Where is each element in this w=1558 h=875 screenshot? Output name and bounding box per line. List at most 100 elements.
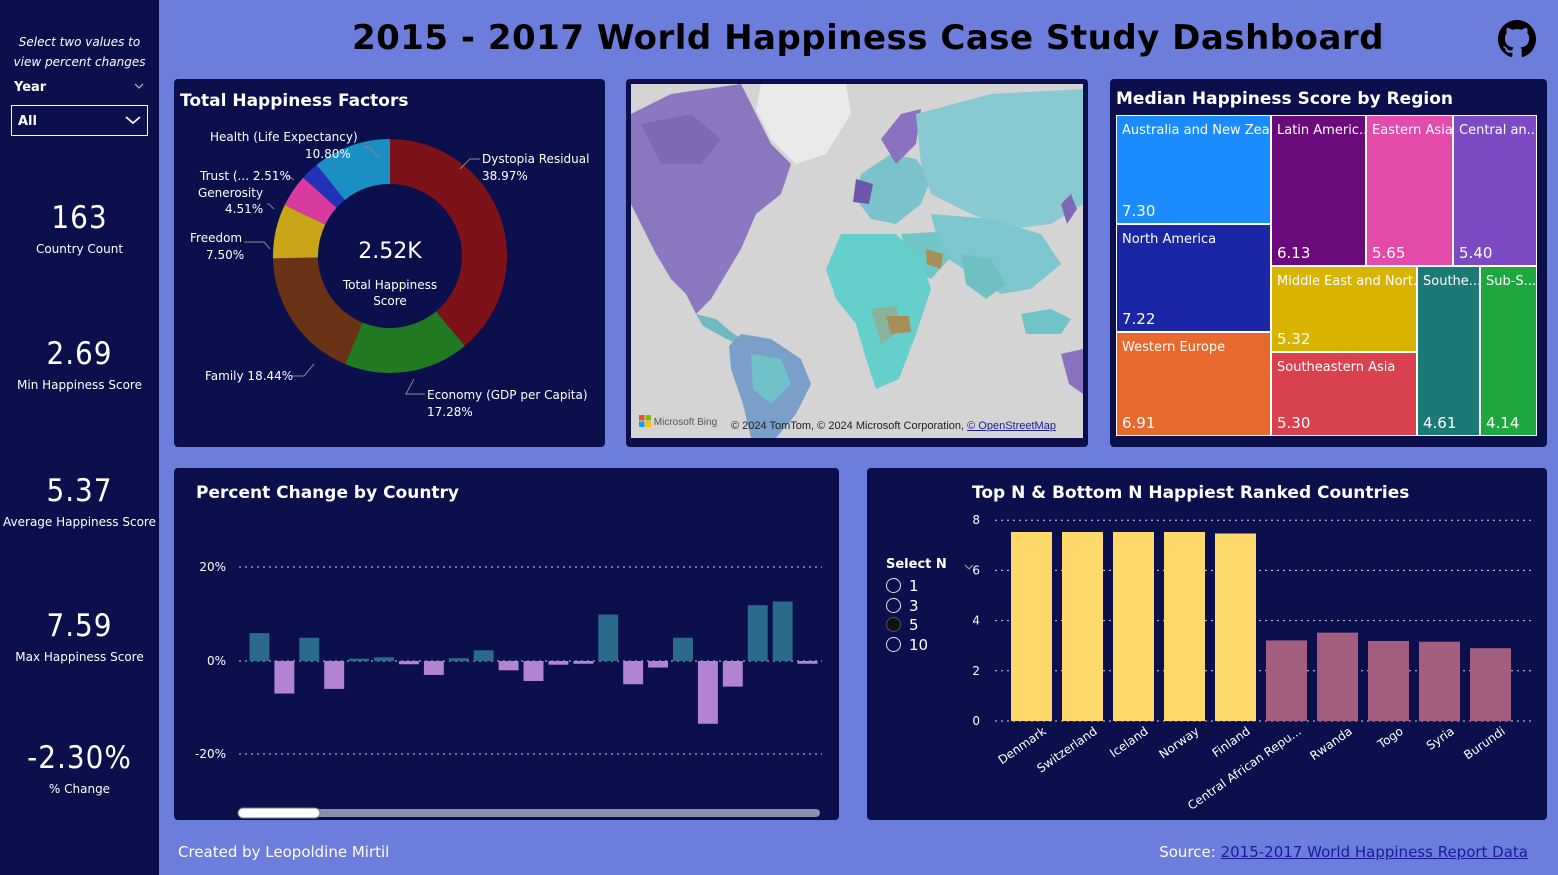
y-tick-label: 2 [972, 664, 980, 678]
y-tick-label: 20% [199, 560, 226, 574]
happiness-factors-card: Total Happiness Factors Health (Life Exp… [174, 79, 605, 447]
chevron-down-icon[interactable] [963, 562, 975, 572]
country-bar[interactable] [1011, 532, 1052, 721]
x-tick-label: Norway [1156, 724, 1201, 762]
percent-change-bar[interactable] [723, 661, 743, 687]
horizontal-scrollbar[interactable] [238, 809, 820, 817]
percent-change-bar[interactable] [648, 661, 668, 668]
donut-slice-family[interactable] [273, 257, 362, 364]
country-bar[interactable] [1215, 534, 1256, 721]
world-map-card: Microsoft Bing © 2024 TomTom, © 2024 Mic… [626, 79, 1088, 447]
treemap-tile-label: Eastern Asia [1372, 123, 1453, 138]
percent-change-chart[interactable]: 20% 0% -20% [174, 468, 839, 820]
country-bar[interactable] [1368, 641, 1409, 721]
treemap-tile[interactable]: Sub-S... 4.14 [1480, 266, 1537, 436]
kpi-max-score: 7.59 Max Happiness Score [0, 608, 159, 664]
percent-change-bar[interactable] [424, 661, 444, 675]
treemap-tile[interactable]: North America 7.22 [1116, 224, 1271, 332]
treemap-tile-value: 4.14 [1486, 414, 1519, 432]
kpi-label: Average Happiness Score [0, 515, 159, 529]
percent-change-bar[interactable] [798, 661, 818, 664]
country-bar[interactable] [1266, 640, 1307, 721]
map-attribution: © 2024 TomTom, © 2024 Microsoft Corporat… [731, 420, 1056, 432]
radio-circle[interactable] [886, 637, 901, 652]
percent-change-bar[interactable] [499, 661, 519, 670]
treemap-tile-label: Sub-S... [1486, 274, 1536, 289]
sidebar-note: Select two values to view percent change… [4, 32, 155, 72]
treemap-tile[interactable]: Southeastern Asia 5.30 [1271, 352, 1417, 436]
radio-option-10[interactable]: 10 [886, 636, 928, 654]
percent-change-bar[interactable] [673, 638, 693, 661]
microsoft-logo-icon [639, 415, 651, 427]
y-tick-label: 0% [207, 654, 226, 668]
year-dropdown-value: All [18, 114, 37, 129]
radio-option-3[interactable]: 3 [886, 597, 919, 615]
country-bar[interactable] [1113, 532, 1154, 721]
percent-change-bar[interactable] [274, 661, 294, 694]
treemap-tile[interactable]: Australia and New Zeal... 7.30 [1116, 115, 1271, 224]
kpi-average-score: 5.37 Average Happiness Score [0, 473, 159, 529]
radio-label: 1 [909, 577, 919, 595]
radio-label: 10 [909, 636, 928, 654]
country-bar[interactable] [1317, 633, 1358, 721]
country-bar[interactable] [1470, 648, 1511, 721]
treemap-tile-value: 6.91 [1122, 414, 1155, 432]
country-bar[interactable] [1164, 532, 1205, 721]
treemap-tile-value: 5.40 [1459, 244, 1492, 262]
radio-option-1[interactable]: 1 [886, 577, 919, 595]
percent-change-bar[interactable] [698, 661, 718, 724]
select-n-label: Select N [886, 557, 947, 572]
country-bar[interactable] [1419, 642, 1460, 721]
radio-label: 3 [909, 597, 919, 615]
treemap-tile[interactable]: Middle East and Nort... 5.32 [1271, 266, 1417, 352]
percent-change-bar[interactable] [548, 661, 568, 665]
kpi-country-count: 163 Country Count [0, 200, 159, 256]
percent-change-bar[interactable] [524, 661, 544, 681]
kpi-min-score: 2.69 Min Happiness Score [0, 336, 159, 392]
radio-circle[interactable] [886, 598, 901, 613]
percent-change-bar[interactable] [249, 633, 269, 661]
treemap-tile-label: Southeastern Asia [1277, 360, 1395, 375]
radio-option-5[interactable]: 5 [886, 616, 919, 634]
percent-change-bar[interactable] [474, 650, 494, 661]
scrollbar-thumb[interactable] [238, 808, 320, 818]
bing-logo: Microsoft Bing [639, 415, 725, 429]
radio-circle[interactable] [886, 578, 901, 593]
label-freedom-pct: 7.50% [206, 247, 244, 264]
donut-center-label: Total Happiness Score [340, 277, 440, 309]
percent-change-bar[interactable] [349, 659, 369, 661]
percent-change-bar[interactable] [374, 657, 394, 661]
donut-center-value: 2.52K [340, 239, 440, 264]
treemap-tile[interactable]: Latin Americ... 6.13 [1271, 115, 1366, 266]
footer-source: Source: 2015-2017 World Happiness Report… [1159, 843, 1528, 861]
treemap-tile[interactable]: Western Europe 6.91 [1116, 332, 1271, 436]
treemap-tile-label: Latin Americ... [1277, 123, 1366, 138]
country-bar[interactable] [1062, 532, 1103, 721]
year-collapse-chevron-icon[interactable] [133, 80, 145, 92]
label-dystopia-pct: 38.97% [482, 168, 528, 185]
github-icon[interactable] [1498, 20, 1536, 58]
kpi-value: 2.69 [0, 336, 159, 372]
percent-change-bar[interactable] [399, 661, 419, 664]
treemap-tile-value: 4.61 [1423, 414, 1456, 432]
label-health-pct: 10.80% [305, 146, 351, 163]
percent-change-bar[interactable] [299, 638, 319, 661]
percent-change-bar[interactable] [773, 601, 793, 661]
percent-change-bar[interactable] [449, 658, 469, 661]
percent-change-bar[interactable] [573, 661, 593, 664]
treemap-tile[interactable]: Eastern Asia 5.65 [1366, 115, 1453, 266]
percent-change-bar[interactable] [324, 661, 344, 689]
openstreetmap-link[interactable]: © OpenStreetMap [967, 420, 1056, 432]
radio-circle-selected[interactable] [886, 617, 901, 632]
source-label: Source: [1159, 843, 1216, 861]
treemap-tile[interactable]: Central an... 5.40 [1453, 115, 1537, 266]
world-map[interactable]: Microsoft Bing © 2024 TomTom, © 2024 Mic… [631, 84, 1083, 438]
treemap-tile[interactable]: Southe... 4.61 [1417, 266, 1480, 436]
treemap-tile-label: Middle East and Nort... [1277, 274, 1417, 289]
source-link[interactable]: 2015-2017 World Happiness Report Data [1221, 843, 1528, 861]
year-dropdown[interactable]: All [11, 105, 148, 136]
percent-change-bar[interactable] [748, 605, 768, 661]
percent-change-bar[interactable] [623, 661, 643, 684]
percent-change-bar[interactable] [598, 615, 618, 662]
